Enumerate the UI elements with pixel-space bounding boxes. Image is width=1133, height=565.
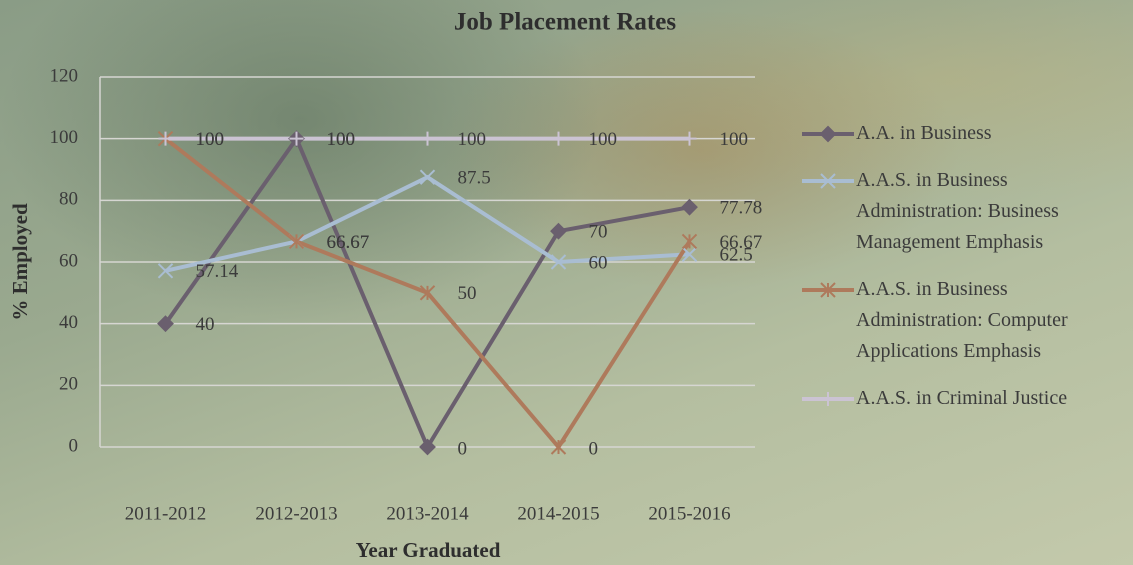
data-label: 60 [589,252,608,273]
x-tick-label: 2015-2016 [648,503,730,524]
x-tick-label: 2013-2014 [386,503,469,524]
data-label: 66.67 [327,232,370,253]
data-label: 70 [589,222,608,243]
y-tick-label: 20 [59,374,78,395]
legend-entry: A.A.S. in Business Administration: Busin… [800,165,1130,258]
data-point [683,234,697,248]
y-tick-label: 40 [59,312,78,333]
legend-swatch [800,388,856,410]
data-label: 77.78 [720,198,763,219]
y-axis-label: % Employed [8,203,32,321]
data-point [683,132,697,146]
x-tick-label: 2014-2015 [517,503,599,524]
data-point [683,200,697,214]
data-point [421,170,435,184]
legend-swatch [800,279,856,301]
y-tick-label: 80 [59,189,78,210]
legend-swatch [800,123,856,145]
y-tick-label: 0 [69,435,79,456]
legend-swatch [800,170,856,192]
legend-label: A.A.S. in Criminal Justice [856,383,1128,414]
data-label: 0 [458,438,468,459]
data-label: 100 [196,129,225,150]
data-label: 100 [720,129,749,150]
legend: A.A. in Business A.A.S. in Business Admin… [800,118,1130,430]
data-label: 40 [196,314,215,335]
data-point [421,132,435,146]
legend-marker [821,127,835,141]
legend-label: A.A.S. in Business Administration: Busin… [856,165,1128,258]
legend-entry: A.A.S. in Criminal Justice [800,383,1130,414]
data-label: 57.14 [196,261,239,282]
y-tick-label: 100 [50,127,79,148]
legend-label: A.A.S. in Business Administration: Compu… [856,274,1128,367]
legend-entry: A.A.S. in Business Administration: Compu… [800,274,1130,367]
legend-entry: A.A. in Business [800,118,1130,149]
legend-label: A.A. in Business [856,118,1128,149]
chart-title: Job Placement Rates [454,9,676,36]
data-label: 0 [589,438,599,459]
page: Job Placement Rates Year Graduated % Emp… [0,0,1133,565]
y-tick-label: 60 [59,250,78,271]
data-label: 100 [589,129,618,150]
y-tick-label: 120 [50,65,79,86]
x-tick-label: 2012-2013 [255,503,337,524]
data-label: 66.67 [720,232,763,253]
data-point [552,132,566,146]
data-label: 100 [458,129,487,150]
x-tick-label: 2011-2012 [125,503,207,524]
data-label: 50 [458,283,477,304]
legend-marker [821,392,835,406]
data-label: 87.5 [458,168,491,189]
x-axis-label: Year Graduated [356,538,501,562]
series-line [166,177,690,271]
data-label: 100 [327,129,356,150]
